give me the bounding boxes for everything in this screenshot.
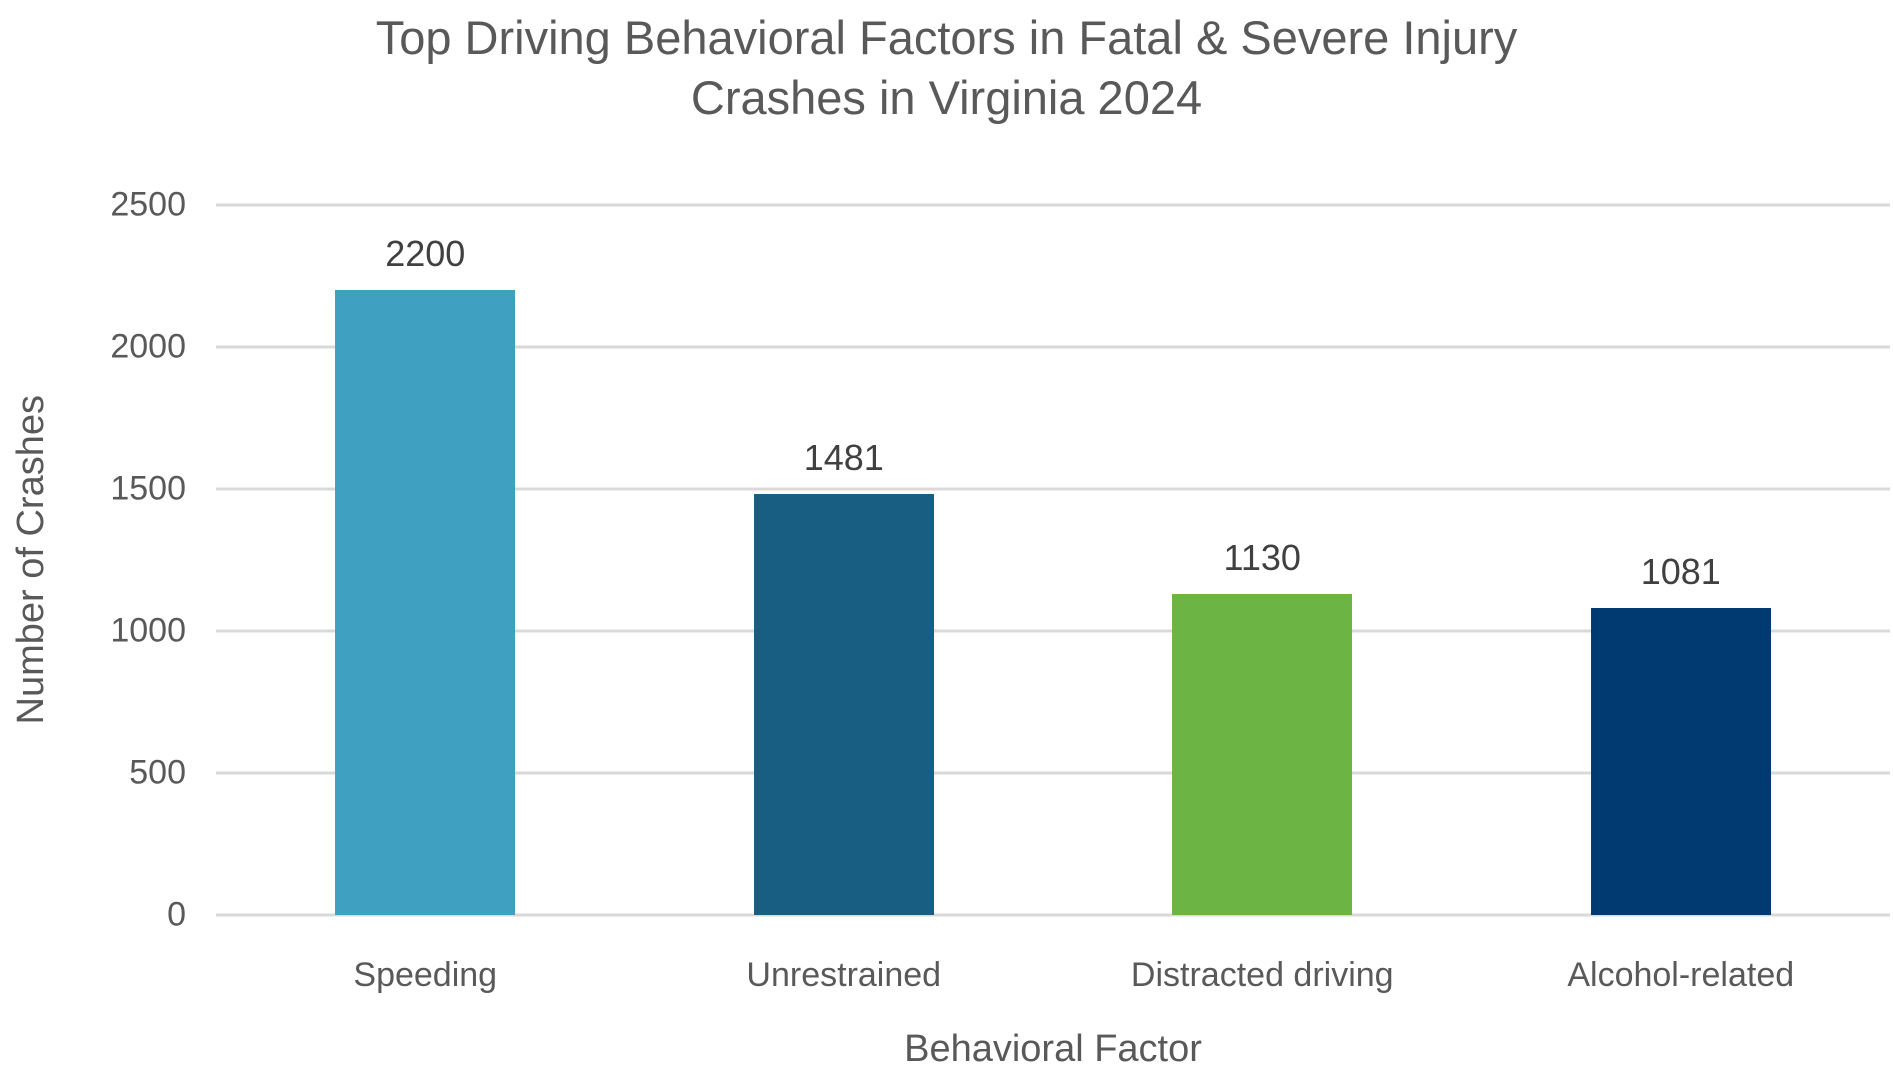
y-tick-label-1000: 1000 bbox=[110, 611, 186, 650]
gridline-0 bbox=[216, 913, 1890, 917]
y-tick-label-2500: 2500 bbox=[110, 185, 186, 224]
gridline-2500 bbox=[216, 203, 1890, 207]
gridline-1000 bbox=[216, 629, 1890, 633]
x-category-label-unrestrained: Unrestrained bbox=[746, 956, 942, 994]
y-tick-label-1500: 1500 bbox=[110, 469, 186, 508]
bar-value-label-unrestrained: 1481 bbox=[803, 437, 884, 479]
bar-speeding bbox=[335, 290, 516, 915]
plot-area: 2200 1481 1130 1081 bbox=[216, 203, 1890, 917]
bar-distracted-driving bbox=[1172, 594, 1353, 915]
chart-title-line-1: Top Driving Behavioral Factors in Fatal … bbox=[375, 11, 1518, 64]
y-tick-label-0: 0 bbox=[167, 895, 186, 934]
bar-slot-alcohol-related: 1081 bbox=[1472, 205, 1891, 915]
gridline-1500 bbox=[216, 487, 1890, 491]
bar-slot-speeding: 2200 bbox=[216, 205, 635, 915]
bar-slot-unrestrained: 1481 bbox=[635, 205, 1054, 915]
gridline-2000 bbox=[216, 345, 1890, 349]
bar-value-label-speeding: 2200 bbox=[385, 232, 466, 274]
bar-value-label-distracted-driving: 1130 bbox=[1223, 536, 1301, 578]
bars: 2200 1481 1130 1081 bbox=[216, 205, 1890, 915]
chart-title-line-2: Crashes in Virginia 2024 bbox=[690, 71, 1203, 125]
x-category-label-distracted-driving: Distracted driving bbox=[1130, 956, 1394, 994]
x-category-label-alcohol-related: Alcohol-related bbox=[1567, 956, 1795, 994]
x-axis-title: Behavioral Factor bbox=[904, 1028, 1202, 1070]
bar-value-label-alcohol-related: 1081 bbox=[1640, 550, 1721, 592]
bar-unrestrained bbox=[753, 494, 934, 915]
bar-alcohol-related bbox=[1590, 608, 1771, 915]
gridline-500 bbox=[216, 771, 1890, 775]
chart-title: Top Driving Behavioral Factors in Fatal … bbox=[0, 8, 1893, 128]
bar-slot-distracted-driving: 1130 bbox=[1053, 205, 1472, 915]
y-axis-ticks: 0 500 1000 1500 2000 2500 bbox=[0, 186, 196, 934]
y-tick-label-2000: 2000 bbox=[110, 327, 186, 366]
x-axis-labels: Speeding Unrestrained Distracted driving Al… bbox=[216, 956, 1890, 995]
y-tick-label-500: 500 bbox=[129, 753, 186, 792]
x-category-label-speeding: Speeding bbox=[353, 956, 498, 994]
